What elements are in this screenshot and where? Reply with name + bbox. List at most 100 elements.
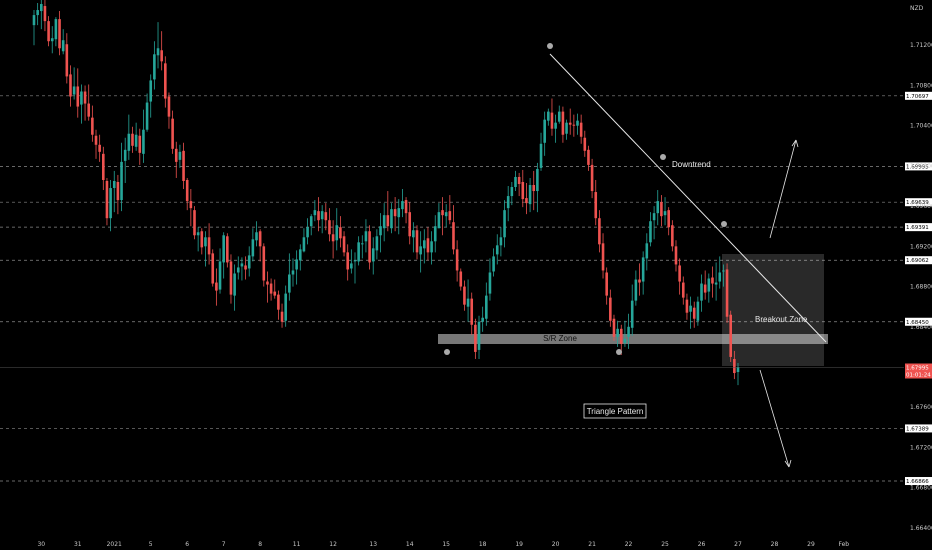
candle-body[interactable]	[685, 299, 689, 313]
candle-body[interactable]	[722, 270, 725, 272]
candle-body[interactable]	[594, 192, 598, 219]
candle-body[interactable]	[667, 210, 670, 228]
candle-body[interactable]	[736, 367, 740, 373]
candle-body[interactable]	[280, 311, 284, 322]
candle-body[interactable]	[123, 149, 127, 161]
candle-body[interactable]	[510, 187, 514, 197]
candle-body[interactable]	[76, 86, 80, 107]
candle-body[interactable]	[174, 148, 178, 162]
candle-body[interactable]	[138, 135, 142, 153]
candle-body[interactable]	[193, 210, 196, 236]
candle-body[interactable]	[360, 243, 364, 245]
candle-body[interactable]	[455, 249, 459, 271]
candle-body[interactable]	[36, 10, 39, 16]
candle-body[interactable]	[94, 135, 98, 145]
candle-body[interactable]	[714, 282, 718, 285]
candle-body[interactable]	[598, 218, 601, 245]
pivot-marker[interactable]	[616, 349, 622, 355]
candle-body[interactable]	[481, 317, 484, 322]
candle-body[interactable]	[543, 119, 546, 143]
candle-body[interactable]	[517, 176, 521, 185]
candle-body[interactable]	[226, 236, 229, 263]
candle-body[interactable]	[426, 238, 430, 253]
candle-body[interactable]	[590, 164, 594, 192]
candle-body[interactable]	[601, 243, 605, 271]
candle-body[interactable]	[266, 281, 269, 285]
candle-body[interactable]	[557, 111, 561, 122]
candle-body[interactable]	[725, 269, 729, 317]
candle-body[interactable]	[386, 215, 390, 227]
candle-body[interactable]	[430, 241, 433, 253]
candle-body[interactable]	[171, 118, 174, 149]
candle-body[interactable]	[616, 328, 619, 337]
candle-body[interactable]	[397, 208, 401, 218]
candle-body[interactable]	[718, 272, 722, 282]
time-axis[interactable]: 30 31 2021 5 6 7 8 11 12 13 14 15 18 19 20 21 22 25 26 27 28…	[0, 536, 932, 550]
pivot-marker[interactable]	[721, 221, 727, 227]
candle-body[interactable]	[160, 50, 163, 62]
candle-body[interactable]	[134, 134, 138, 147]
candle-body[interactable]	[550, 112, 554, 129]
candle-body[interactable]	[466, 298, 470, 307]
candle-body[interactable]	[368, 231, 371, 263]
candle-body[interactable]	[375, 236, 379, 251]
candle-body[interactable]	[98, 144, 101, 152]
candle-body[interactable]	[495, 245, 499, 255]
candle-body[interactable]	[492, 256, 495, 272]
candle-body[interactable]	[371, 248, 375, 262]
candle-body[interactable]	[109, 188, 112, 219]
candle-body[interactable]	[156, 48, 160, 56]
candle-body[interactable]	[630, 300, 634, 328]
candle-body[interactable]	[247, 255, 251, 269]
candle-body[interactable]	[561, 111, 565, 135]
candle-body[interactable]	[539, 143, 543, 168]
candle-body[interactable]	[255, 232, 258, 241]
candle-body[interactable]	[470, 298, 474, 325]
breakout-zone-box[interactable]	[722, 254, 824, 366]
candle-body[interactable]	[105, 180, 109, 219]
candle-body[interactable]	[178, 151, 182, 160]
candle-body[interactable]	[412, 230, 415, 238]
candle-body[interactable]	[674, 246, 678, 265]
candle-body[interactable]	[342, 236, 346, 253]
candle-body[interactable]	[634, 279, 638, 301]
candle-body[interactable]	[689, 305, 692, 312]
candle-body[interactable]	[503, 210, 506, 238]
candle-body[interactable]	[536, 168, 539, 192]
pivot-marker[interactable]	[444, 349, 450, 355]
candle-body[interactable]	[295, 259, 298, 270]
candle-body[interactable]	[196, 232, 200, 236]
candle-body[interactable]	[102, 153, 105, 180]
candle-body[interactable]	[145, 102, 149, 130]
candle-body[interactable]	[262, 246, 266, 281]
candle-body[interactable]	[331, 234, 335, 242]
candle-body[interactable]	[32, 15, 36, 26]
candle-body[interactable]	[419, 246, 422, 255]
candle-body[interactable]	[269, 283, 273, 294]
candle-body[interactable]	[328, 220, 331, 235]
candle-body[interactable]	[579, 122, 583, 137]
candle-body[interactable]	[437, 212, 441, 229]
candle-body[interactable]	[707, 278, 711, 292]
sr-zone-band[interactable]	[438, 334, 828, 344]
candle-body[interactable]	[335, 225, 339, 241]
candle-body[interactable]	[652, 213, 656, 221]
candle-body[interactable]	[729, 314, 733, 357]
candle-body[interactable]	[200, 231, 204, 248]
candle-body[interactable]	[423, 240, 426, 249]
candle-body[interactable]	[627, 326, 630, 337]
candle-body[interactable]	[357, 242, 360, 262]
candle-body[interactable]	[638, 279, 641, 283]
candle-body[interactable]	[576, 120, 579, 126]
candle-body[interactable]	[408, 212, 412, 237]
candle-body[interactable]	[459, 271, 463, 287]
candle-body[interactable]	[488, 272, 492, 294]
candle-body[interactable]	[649, 221, 652, 243]
candle-body[interactable]	[656, 201, 660, 214]
candle-body[interactable]	[72, 86, 76, 95]
candle-body[interactable]	[514, 176, 517, 188]
candle-body[interactable]	[120, 161, 123, 201]
candle-body[interactable]	[506, 196, 510, 209]
candle-body[interactable]	[346, 252, 349, 270]
candle-body[interactable]	[485, 295, 488, 319]
